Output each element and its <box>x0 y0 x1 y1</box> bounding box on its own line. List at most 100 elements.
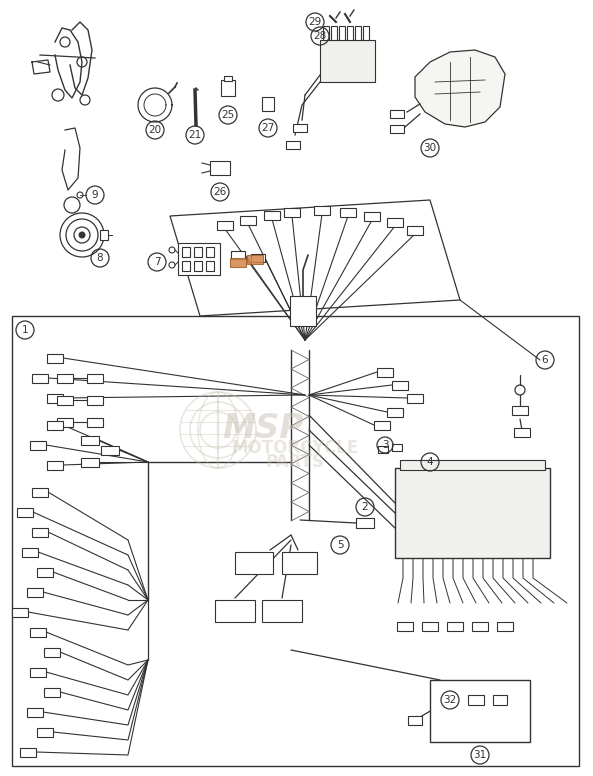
Bar <box>339 26 345 40</box>
Bar <box>230 258 246 267</box>
Circle shape <box>169 247 175 253</box>
Bar <box>87 373 103 383</box>
Text: MOTORCYCLE: MOTORCYCLE <box>231 439 359 457</box>
Bar <box>224 76 232 81</box>
Bar <box>30 667 46 677</box>
Bar <box>377 368 393 376</box>
Bar <box>378 445 388 452</box>
Text: 6: 6 <box>541 355 549 365</box>
Bar <box>430 680 530 742</box>
Bar <box>44 688 60 697</box>
Text: 27: 27 <box>262 123 275 133</box>
Bar <box>27 587 43 597</box>
Bar <box>215 600 255 622</box>
Text: 31: 31 <box>473 750 487 760</box>
Text: 8: 8 <box>97 253 103 263</box>
Bar <box>100 230 108 240</box>
Bar <box>47 354 63 362</box>
Bar <box>57 373 73 383</box>
Bar <box>30 628 46 636</box>
Bar <box>320 40 375 82</box>
Bar <box>210 161 230 175</box>
Text: 28: 28 <box>313 31 327 41</box>
Bar <box>206 261 214 271</box>
Text: 1: 1 <box>22 325 28 335</box>
Bar <box>314 206 330 214</box>
Bar <box>340 207 356 217</box>
Bar <box>472 622 488 630</box>
Bar <box>395 468 550 558</box>
Bar <box>235 552 273 574</box>
Bar <box>178 243 220 275</box>
Bar <box>221 80 235 96</box>
Bar <box>331 26 337 40</box>
Bar <box>387 217 403 227</box>
Bar <box>497 622 513 630</box>
Text: 26: 26 <box>213 187 227 197</box>
Bar <box>323 26 329 40</box>
Bar <box>17 508 33 517</box>
Bar <box>356 518 374 528</box>
Bar <box>87 396 103 404</box>
Text: PARTS: PARTS <box>266 453 324 471</box>
Bar <box>101 445 119 455</box>
Bar <box>32 487 48 497</box>
Bar <box>251 254 265 262</box>
Text: MSP: MSP <box>222 411 304 445</box>
Bar <box>37 728 53 736</box>
Bar <box>32 528 48 536</box>
Circle shape <box>169 262 175 268</box>
Bar <box>363 26 369 40</box>
Bar <box>27 708 43 716</box>
Text: 20: 20 <box>148 125 161 135</box>
Bar <box>194 247 202 257</box>
Bar <box>374 421 390 429</box>
Bar <box>347 26 353 40</box>
Bar <box>247 255 263 264</box>
Bar <box>293 124 307 132</box>
Text: 25: 25 <box>221 110 235 120</box>
Bar <box>20 747 36 757</box>
Bar <box>512 406 528 414</box>
Text: 21: 21 <box>189 130 202 140</box>
Bar <box>30 441 46 449</box>
Bar <box>392 380 408 390</box>
Bar <box>262 600 302 622</box>
Bar <box>81 458 99 466</box>
Bar <box>355 26 361 40</box>
Bar <box>12 608 28 616</box>
Bar <box>206 247 214 257</box>
Text: 2: 2 <box>362 502 368 512</box>
Circle shape <box>77 192 83 198</box>
Text: 3: 3 <box>382 440 388 450</box>
Bar <box>81 435 99 445</box>
Bar <box>231 251 245 259</box>
Bar <box>514 428 530 436</box>
Bar <box>364 212 380 220</box>
Bar <box>217 220 233 230</box>
Bar <box>264 210 280 220</box>
Bar <box>12 316 579 766</box>
Bar <box>87 417 103 427</box>
Bar <box>447 622 463 630</box>
Polygon shape <box>415 50 505 127</box>
Text: 30: 30 <box>423 143 436 153</box>
Text: 9: 9 <box>92 190 98 200</box>
Bar <box>407 226 423 234</box>
Bar <box>47 421 63 429</box>
Bar <box>282 552 317 574</box>
Bar <box>57 417 73 427</box>
Circle shape <box>79 232 85 238</box>
Bar <box>44 647 60 656</box>
Bar <box>22 548 38 556</box>
Bar <box>57 396 73 404</box>
Text: 7: 7 <box>154 257 160 267</box>
Bar <box>37 567 53 577</box>
Text: 32: 32 <box>444 695 457 705</box>
Bar <box>194 261 202 271</box>
Bar <box>390 125 404 133</box>
Text: 5: 5 <box>337 540 343 550</box>
Bar <box>47 393 63 403</box>
Text: 4: 4 <box>427 457 433 467</box>
Bar <box>407 393 423 403</box>
